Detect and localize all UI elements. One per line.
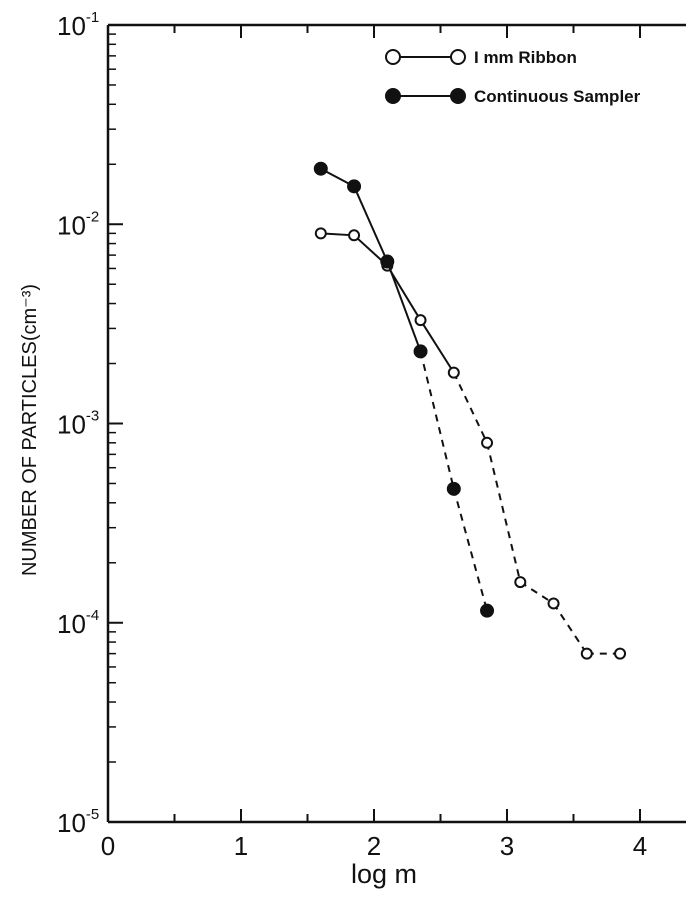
y-tick-label: 10-3 [57,408,99,440]
legend-open-marker-left [385,49,401,65]
series-continuous-sampler [313,161,495,618]
y-tick-label: 10-4 [57,607,99,639]
open-data-point [447,366,460,379]
series-solid-segment [353,185,389,262]
y-tick-base: 10 [57,410,86,440]
series-solid-segment [386,261,422,352]
filled-data-point [380,254,395,269]
y-axis-title: NUMBER OF PARTICLES(cm⁻³) [19,284,41,576]
x-tick-label: 4 [633,831,647,861]
y-tick-exponent: -2 [86,208,99,225]
plot-axes [106,23,686,824]
y-axis-ticks: 10-510-410-310-210-1 [57,9,123,838]
y-tick-exponent: -1 [86,9,99,26]
y-tick-base: 10 [57,808,86,838]
filled-data-point [347,179,362,194]
series-dashed-segment [452,372,488,444]
legend-open-marker-right [450,49,466,65]
x-tick-label: 1 [234,831,248,861]
series-ribbon [314,227,627,660]
y-tick-base: 10 [57,609,86,639]
series-dashed-segment [452,488,489,611]
series-dashed-segment [519,581,555,605]
filled-data-point [413,344,428,359]
series-solid-segment [419,319,455,374]
open-data-point [547,597,560,610]
legend-filled-marker-right [450,88,466,104]
filled-data-point [313,161,328,176]
open-data-point [580,647,593,660]
x-tick-label: 3 [500,831,514,861]
y-tick-exponent: -4 [86,607,99,624]
legend: I mm Ribbon Continuous Sampler [385,48,641,106]
series-dashed-segment [486,442,522,583]
series-dashed-segment [552,602,588,655]
open-data-point [481,436,494,449]
legend-item-ribbon: I mm Ribbon [385,48,577,67]
x-tick-label: 2 [367,831,381,861]
legend-label-continuous-sampler: Continuous Sampler [474,87,641,106]
x-axis-ticks: 0 1 2 3 4 [101,25,647,861]
legend-filled-marker-left [385,88,401,104]
legend-item-continuous-sampler: Continuous Sampler [385,87,641,106]
open-data-point [514,576,527,589]
y-tick-base: 10 [57,210,86,240]
series-layer [313,161,627,660]
y-tick-base: 10 [57,11,86,41]
open-data-point [414,314,427,327]
y-tick-label: 10-5 [57,806,99,838]
x-tick-label: 0 [101,831,115,861]
legend-label-ribbon: I mm Ribbon [474,48,577,67]
y-tick-label: 10-1 [57,9,99,41]
filled-data-point [480,603,495,618]
series-dashed-segment [419,351,455,490]
x-axis-title: log m [351,859,417,889]
open-data-point [348,229,361,242]
y-tick-label: 10-2 [57,208,99,240]
open-data-point [314,227,327,240]
y-tick-exponent: -3 [86,408,99,425]
filled-data-point [446,481,461,496]
open-data-point [614,647,627,660]
y-tick-exponent: -5 [86,806,99,823]
